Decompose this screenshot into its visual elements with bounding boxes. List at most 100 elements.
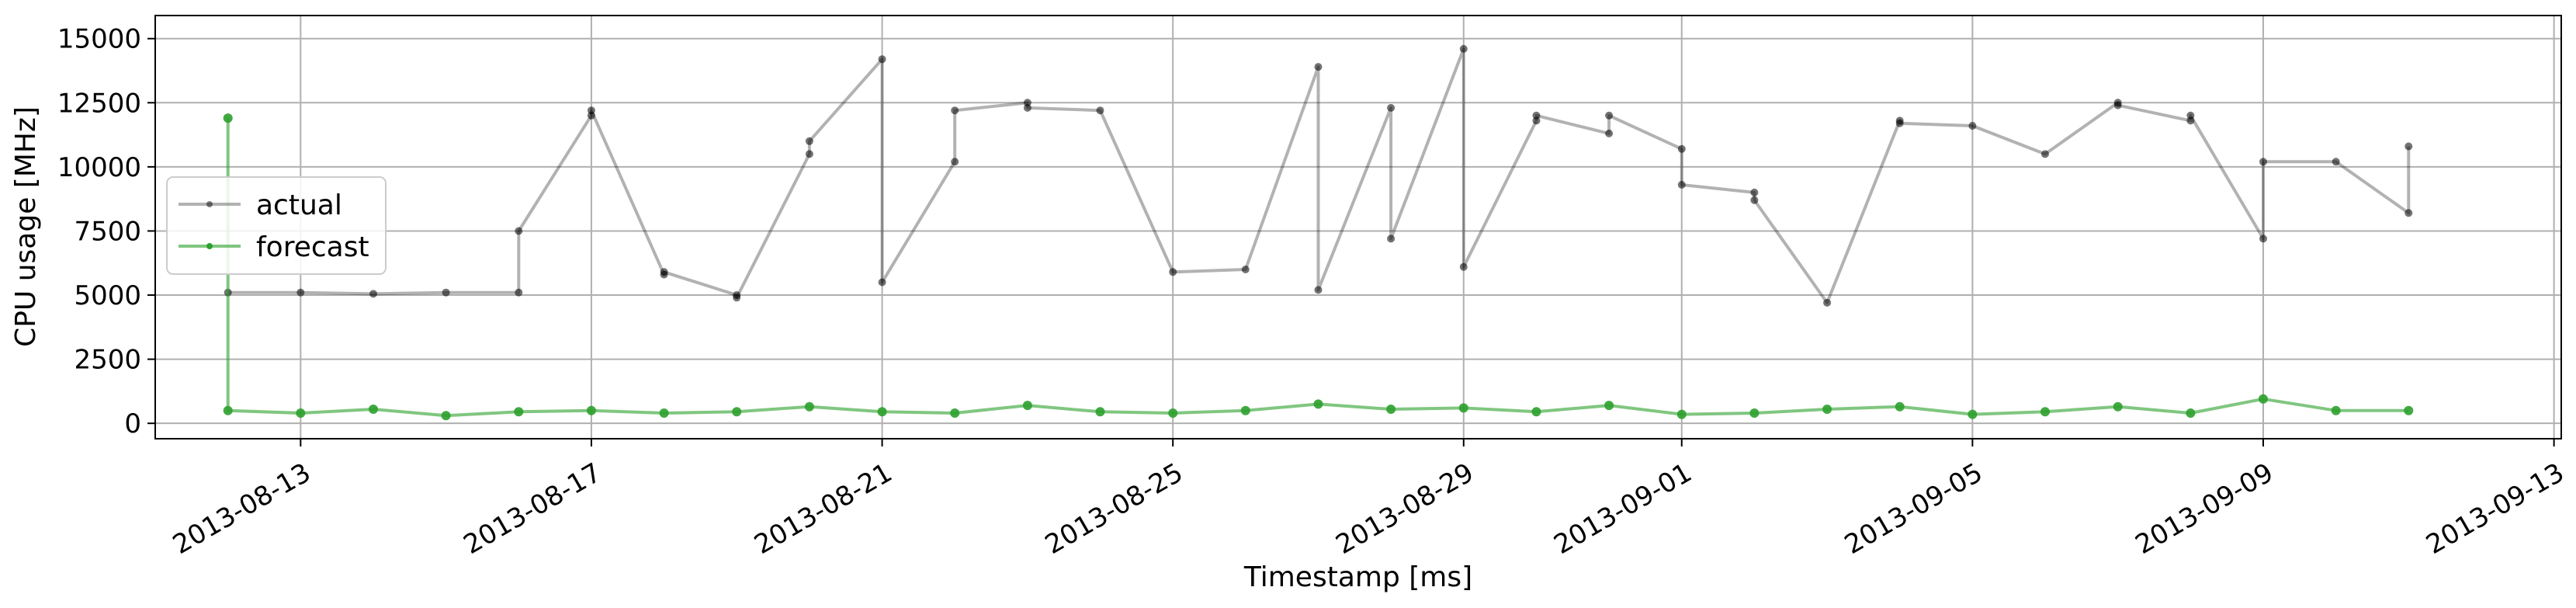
data-point-forecast [1022,401,1032,411]
x-axis-ticks: 2013-08-13 2013-08-17 2013-08-21 2013-08-25… [168,439,2569,561]
data-point-forecast [877,407,887,417]
y-tick-label: 15000 [57,24,141,55]
x-tick-label: 2013-08-25 [1040,457,1188,561]
y-tick-label: 12500 [57,88,141,119]
data-point-actual [1459,262,1468,271]
y-tick-label: 7500 [74,216,141,247]
x-tick-label: 2013-08-17 [459,457,607,561]
data-point-forecast [659,408,669,418]
data-point-actual [805,150,813,158]
data-point-actual [2259,158,2267,166]
data-point-actual [1023,103,1031,112]
data-point-forecast [369,405,378,414]
data-point-actual [442,288,450,297]
data-point-actual [805,137,813,145]
data-point-forecast [586,405,596,415]
x-tick-label: 2013-08-21 [749,457,897,561]
legend-box [166,176,387,275]
y-axis-ticks: 0 2500 5000 7500 10000 12500 15000 [57,24,155,439]
data-point-actual [878,55,886,64]
legend-forecast-label: forecast [256,231,369,263]
y-tick-label: 5000 [74,280,141,311]
data-point-forecast [1749,408,1760,418]
data-point-forecast [804,401,814,412]
data-point-actual [733,294,741,302]
series-forecast [223,113,2414,421]
legend-forecast-marker [206,243,213,249]
data-point-forecast [223,113,233,123]
data-point-actual [2041,150,2049,158]
y-tick-label: 2500 [74,345,141,376]
data-point-actual [1605,111,1614,120]
legend: actual forecast [166,176,387,275]
data-point-forecast [1604,401,1614,411]
x-tick-label: 2013-09-13 [2421,457,2569,561]
data-point-actual [1677,181,1686,189]
y-tick-label: 10000 [57,152,141,183]
data-point-actual [1532,111,1541,120]
data-point-forecast [1386,405,1396,414]
legend-actual-marker [206,201,213,207]
data-point-actual [1314,286,1323,294]
data-point-forecast [2186,408,2196,418]
data-point-actual [2186,111,2195,120]
data-point-actual [878,278,886,287]
data-point-actual [1387,235,1395,243]
grid-lines [155,16,2561,439]
plot-background [155,16,2561,439]
data-point-forecast [1240,405,1250,415]
x-axis-title: Timestamp [ms] [1243,561,1472,593]
data-point-forecast [1458,403,1468,413]
data-point-forecast [1968,409,1978,419]
data-point-forecast [296,408,306,418]
data-point-actual [1459,44,1468,53]
data-point-actual [2404,142,2413,151]
data-point-actual [2404,209,2413,217]
data-point-actual [1677,144,1686,153]
data-point-actual [2113,101,2122,109]
data-point-actual [951,106,959,115]
data-point-actual [1169,268,1177,276]
plot-frame [154,15,2562,439]
data-point-actual [1750,188,1759,196]
data-point-actual [515,288,523,297]
data-point-actual [1241,266,1250,273]
data-point-forecast [514,407,524,417]
data-point-actual [1968,122,1977,130]
series-line-forecast [226,118,2409,418]
data-point-forecast [1531,407,1541,417]
data-point-forecast [2331,405,2341,415]
x-tick-label: 2013-09-01 [1548,457,1697,561]
data-point-forecast [950,408,960,418]
data-point-forecast [1822,405,1832,414]
data-point-actual [1750,196,1759,204]
data-point-actual [587,106,595,115]
data-point-actual [369,290,377,298]
data-point-actual [296,288,305,297]
data-point-forecast [2259,394,2268,404]
data-point-forecast [2113,401,2123,412]
data-point-forecast [1313,399,1323,409]
data-point-actual [951,158,959,166]
data-point-forecast [1676,409,1687,419]
data-point-forecast [2404,405,2414,415]
data-point-actual [515,227,523,235]
data-point-actual [660,268,668,276]
data-point-actual [2332,158,2340,166]
x-tick-label: 2013-08-13 [168,457,316,561]
x-tick-label: 2013-09-05 [1839,457,1988,561]
data-point-forecast [1895,401,1905,412]
data-point-forecast [1095,407,1105,417]
data-point-forecast [732,407,742,417]
data-point-actual [1605,129,1614,137]
legend-actual-label: actual [256,189,342,221]
data-point-actual [1387,103,1395,112]
data-point-forecast [1168,408,1178,418]
data-point-actual [1895,119,1904,127]
series-actual [224,44,2413,307]
data-point-actual [2259,235,2267,243]
x-tick-label: 2013-09-09 [2130,457,2279,561]
data-point-actual [1096,106,1104,115]
data-point-forecast [2040,407,2050,417]
